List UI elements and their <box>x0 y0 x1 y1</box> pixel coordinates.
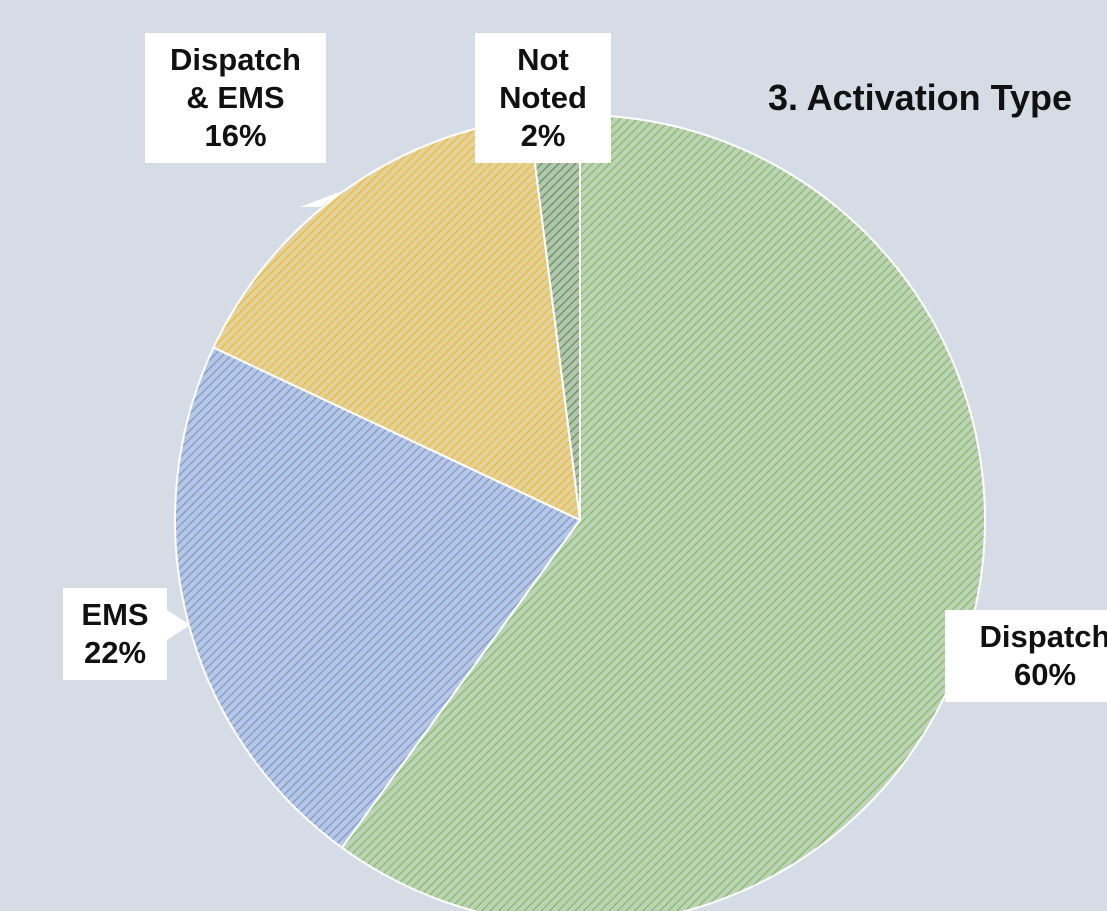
label-category: Not Noted <box>499 42 587 115</box>
label-value: 16% <box>204 118 267 153</box>
data-label: Dispatch 60% <box>945 610 1107 702</box>
callout-pointer <box>300 190 345 207</box>
callout-pointer <box>167 610 190 640</box>
label-value: 2% <box>520 118 566 153</box>
data-label: EMS 22% <box>63 588 167 680</box>
chart-title: 3. Activation Type <box>767 77 1073 118</box>
label-category: Dispatch & EMS <box>170 42 301 115</box>
label-category: EMS <box>81 597 149 632</box>
data-label: Not Noted 2% <box>475 33 611 163</box>
label-category: Dispatch <box>979 619 1107 654</box>
label-value: 60% <box>1013 657 1077 692</box>
label-value: 22% <box>83 635 147 670</box>
data-label: Dispatch & EMS 16% <box>145 33 326 163</box>
